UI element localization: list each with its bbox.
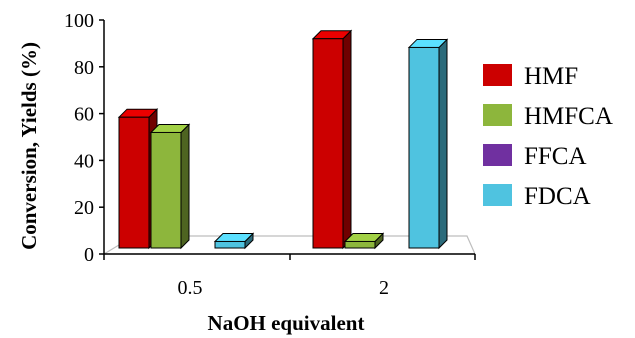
tick-labels: 0 20 40 60 80 100 0.5 2 <box>64 10 389 299</box>
x-tick-label: 0.5 <box>178 277 203 299</box>
y-tick-label: 100 <box>64 10 94 32</box>
legend-swatch <box>483 184 512 206</box>
bar-side <box>438 38 448 250</box>
legend-label: HMF <box>524 63 578 90</box>
legend-entry: FFCA <box>483 143 587 170</box>
bar-front <box>312 38 344 249</box>
bar <box>343 232 385 250</box>
bar-front <box>344 240 376 249</box>
legend-label: FDCA <box>524 183 591 210</box>
bar <box>311 29 353 250</box>
y-axis-title: Conversion, Yields (%) <box>17 42 41 250</box>
bar <box>213 232 255 250</box>
bar-front <box>214 240 246 249</box>
bar-front <box>118 116 150 249</box>
legend-entry: HMFCA <box>483 103 613 130</box>
bar-front <box>150 131 182 249</box>
bar-side <box>180 123 190 250</box>
legend-entry: HMF <box>483 63 578 90</box>
legend-label: FFCA <box>524 143 587 170</box>
y-tick-label: 0 <box>84 244 94 266</box>
x-tick-label: 2 <box>379 277 389 299</box>
legend-swatch <box>483 144 512 166</box>
y-tick-label: 60 <box>74 104 94 126</box>
axes <box>99 19 476 260</box>
y-tick-label: 80 <box>74 57 94 79</box>
bar-side <box>342 29 352 250</box>
legend-swatch <box>483 64 512 86</box>
y-tick-label: 40 <box>74 150 94 172</box>
legend-entry: FDCA <box>483 183 591 210</box>
x-axis-title: NaOH equivalent <box>208 311 365 335</box>
legend: HMF HMFCA FFCA FDCA <box>483 63 613 210</box>
legend-label: HMFCA <box>524 103 613 130</box>
legend-swatch <box>483 104 512 126</box>
bar <box>407 38 449 250</box>
bar <box>149 123 191 250</box>
y-tick-label: 20 <box>74 197 94 219</box>
bars <box>117 29 449 250</box>
bar-front <box>408 46 440 249</box>
